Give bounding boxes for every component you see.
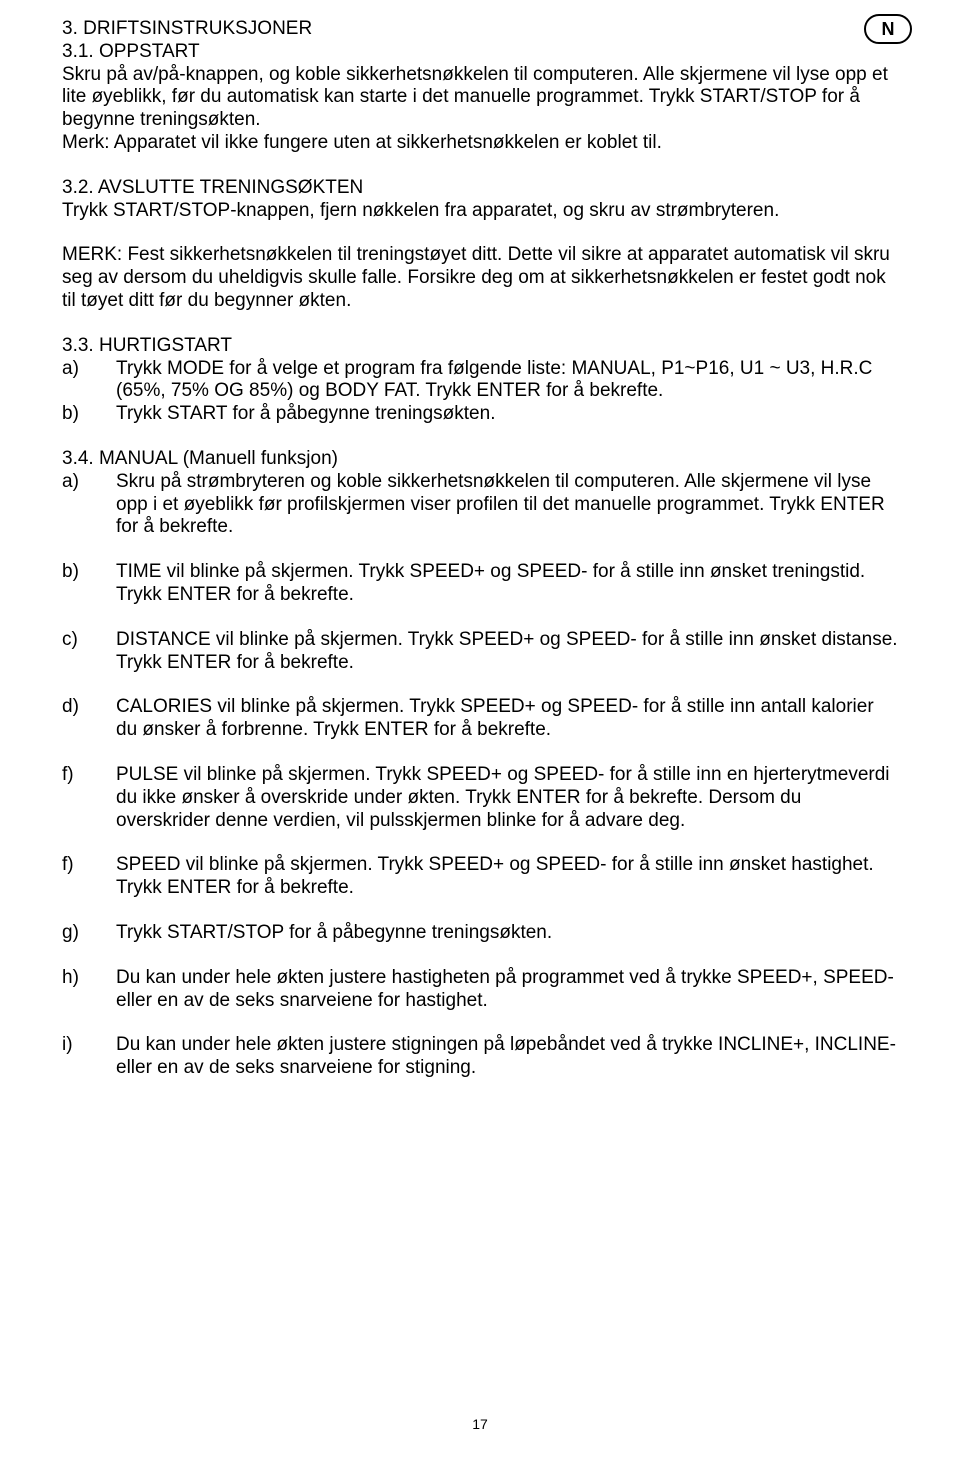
list-item-marker: a) [62,471,116,539]
list-item: a)Skru på strømbryteren og koble sikkerh… [62,471,898,539]
list-item: c)DISTANCE vil blinke på skjermen. Trykk… [62,629,898,675]
list-item-marker: a) [62,358,116,404]
list-item-text: Skru på strømbryteren og koble sikkerhet… [116,471,898,539]
list-item: f)SPEED vil blinke på skjermen. Trykk SP… [62,854,898,900]
list-item-text: Trykk MODE for å velge et program fra fø… [116,358,898,404]
paragraph-3-2: Trykk START/STOP-knappen, fjern nøkkelen… [62,200,898,223]
language-badge: N [864,14,912,44]
list-item-text: SPEED vil blinke på skjermen. Trykk SPEE… [116,854,898,900]
list-item-marker: b) [62,561,116,607]
list-item-text: Du kan under hele økten justere stigning… [116,1034,898,1080]
heading-3-2: 3.2. AVSLUTTE TRENINGSØKTEN [62,177,898,200]
heading-3-3: 3.3. HURTIGSTART [62,335,898,358]
heading-3-4: 3.4. MANUAL (Manuell funksjon) [62,448,898,471]
list-item-marker: f) [62,854,116,900]
paragraph-3-2-note: MERK: Fest sikkerhetsnøkkelen til trenin… [62,244,898,312]
list-item-text: TIME vil blinke på skjermen. Trykk SPEED… [116,561,898,607]
list-item-marker: c) [62,629,116,675]
list-item-marker: h) [62,967,116,1013]
heading-3-1: 3.1. OPPSTART [62,41,898,64]
paragraph-3-1: Skru på av/på-knappen, og koble sikkerhe… [62,64,898,132]
list-item-text: Trykk START for å påbegynne treningsøkte… [116,403,898,426]
list-item: g)Trykk START/STOP for å påbegynne treni… [62,922,898,945]
list-item-text: Trykk START/STOP for å påbegynne trening… [116,922,898,945]
list-item-text: DISTANCE vil blinke på skjermen. Trykk S… [116,629,898,675]
list-item-text: PULSE vil blinke på skjermen. Trykk SPEE… [116,764,898,832]
list-item-text: CALORIES vil blinke på skjermen. Trykk S… [116,696,898,742]
list-item-marker: d) [62,696,116,742]
list-item: i)Du kan under hele økten justere stigni… [62,1034,898,1080]
list-item: b)TIME vil blinke på skjermen. Trykk SPE… [62,561,898,607]
list-item: f)PULSE vil blinke på skjermen. Trykk SP… [62,764,898,832]
list-item-marker: g) [62,922,116,945]
page-number: 17 [0,1416,960,1433]
list-item: a)Trykk MODE for å velge et program fra … [62,358,898,404]
list-item: d)CALORIES vil blinke på skjermen. Trykk… [62,696,898,742]
list-item-marker: b) [62,403,116,426]
paragraph-3-1-note: Merk: Apparatet vil ikke fungere uten at… [62,132,898,155]
list-item-text: Du kan under hele økten justere hastighe… [116,967,898,1013]
heading-3: 3. DRIFTSINSTRUKSJONER [62,18,898,41]
list-item-marker: i) [62,1034,116,1080]
list-item: b)Trykk START for å påbegynne treningsøk… [62,403,898,426]
list-item-marker: f) [62,764,116,832]
list-item: h)Du kan under hele økten justere hastig… [62,967,898,1013]
